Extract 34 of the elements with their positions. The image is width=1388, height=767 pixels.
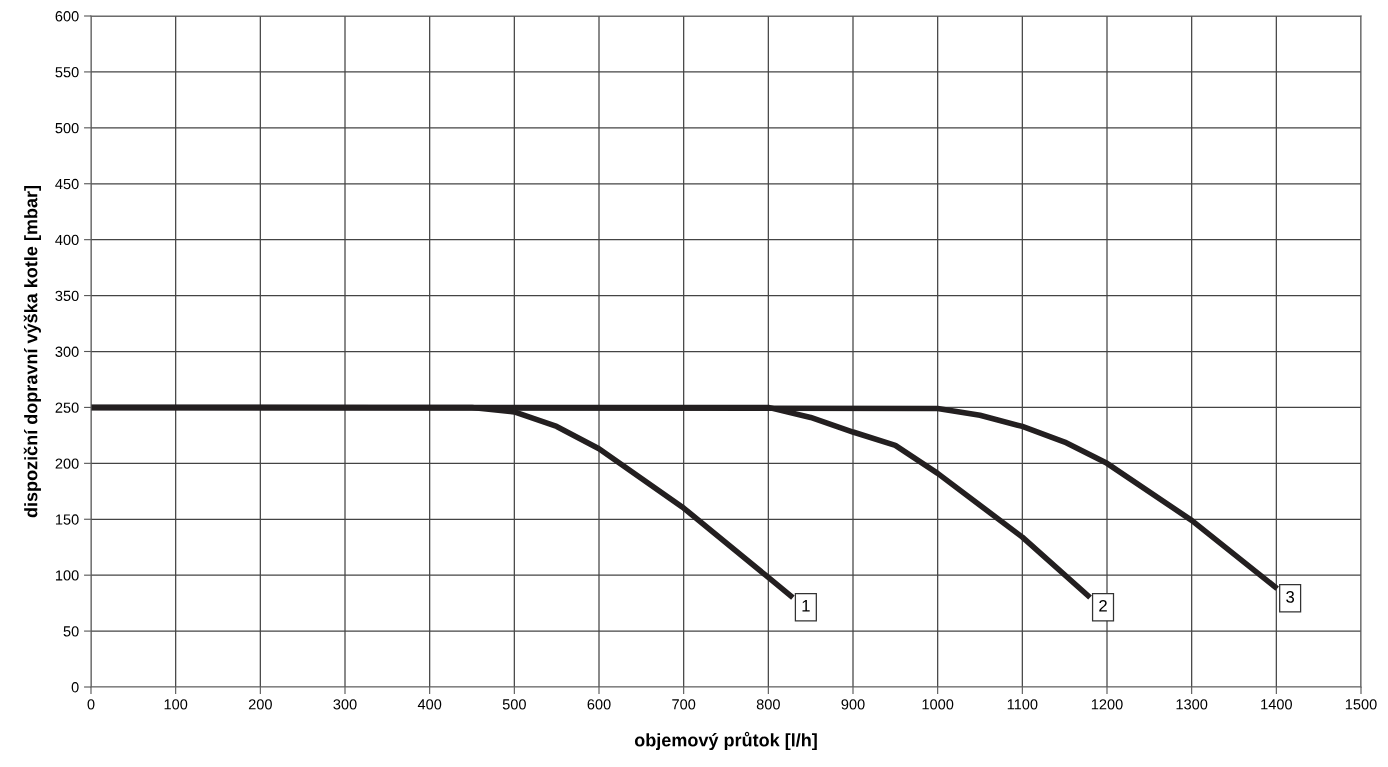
annotation: 3: [1286, 590, 1295, 603]
annotation: 2: [1099, 599, 1107, 612]
x-tick-label: 1300: [1176, 699, 1208, 710]
x-tick-label: 500: [502, 699, 526, 710]
y-tick-label: 100: [55, 570, 79, 581]
x-tick-label: 700: [672, 699, 696, 710]
y-tick-label: 300: [55, 346, 79, 357]
y-tick-label: 550: [55, 67, 79, 78]
x-tick-label: 1000: [922, 699, 954, 710]
y-tick-label: 200: [55, 458, 79, 469]
x-axis-title: objemový průtok [l/h]: [634, 731, 817, 751]
y-tick-label: 500: [55, 122, 79, 134]
y-axis-title: dispoziční dopravní výška kotle [mbar]: [23, 185, 41, 518]
y-tick-label: 350: [55, 290, 79, 302]
y-tick-label: 600: [55, 11, 79, 22]
x-tick-label: 1200: [1091, 699, 1123, 710]
y-tick-label: 150: [55, 514, 79, 525]
x-tick-label: 800: [756, 699, 780, 710]
y-tick-label: 450: [55, 178, 79, 190]
x-tick-label: 600: [587, 699, 611, 710]
x-tick-label: 200: [248, 699, 272, 710]
y-tick-label: 400: [55, 234, 79, 246]
x-tick-label: 900: [841, 699, 865, 710]
y-tick-label: 250: [55, 402, 79, 413]
y-tick-label: 50: [63, 626, 79, 637]
annotation: 1: [802, 600, 810, 612]
x-tick-label: 1400: [1261, 699, 1292, 710]
x-tick-label: 1100: [1007, 699, 1038, 710]
x-tick-label: 100: [164, 699, 188, 710]
x-tick-label: 0: [87, 699, 95, 710]
y-tick-label: 0: [71, 682, 79, 693]
x-tick-label: 300: [333, 699, 357, 710]
x-tick-label: 400: [417, 699, 442, 710]
x-tick-label: 1500: [1345, 699, 1377, 710]
